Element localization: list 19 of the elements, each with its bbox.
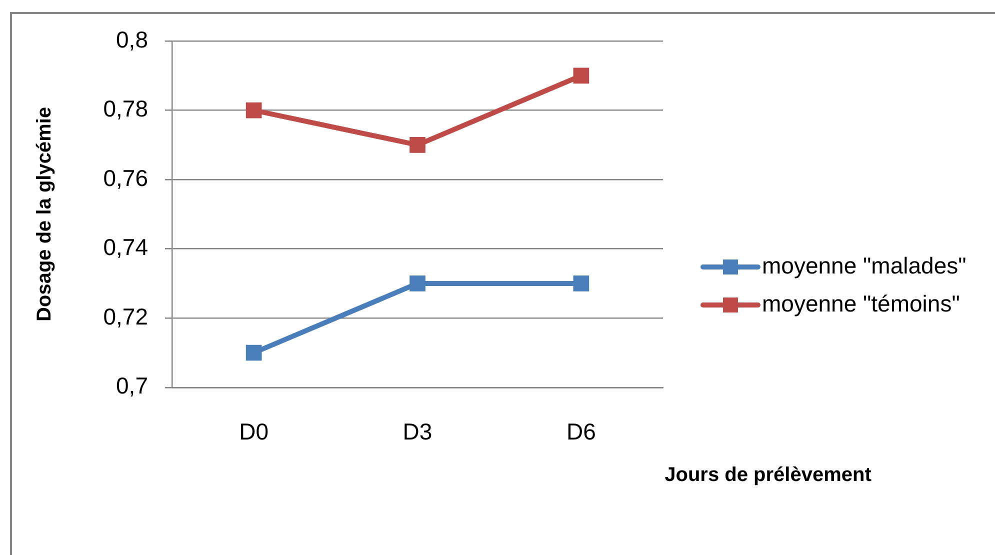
y-axis-title: Dosage de la glycémie: [34, 106, 56, 322]
x-tick-label: D3: [402, 418, 432, 445]
point: [573, 68, 590, 84]
y-tick-label: 0,8: [116, 26, 148, 52]
point: [410, 136, 426, 153]
point: [573, 276, 590, 292]
legend-label: moyenne "malades": [762, 252, 966, 278]
point: [410, 276, 426, 292]
y-tick-label: 0,74: [103, 234, 148, 260]
y-tick-label: 0,7: [116, 372, 148, 399]
y-tick-label: 0,78: [103, 96, 148, 122]
point: [246, 102, 262, 118]
legend-label: moyenne "témoins": [762, 290, 960, 316]
point: [246, 344, 262, 361]
x-axis-title: Jours de prélèvement: [664, 464, 872, 486]
x-tick-label: D6: [566, 418, 596, 445]
y-tick-label: 0,72: [103, 303, 148, 330]
x-tick-label: D0: [239, 418, 269, 445]
y-tick-label: 0,76: [103, 164, 148, 191]
